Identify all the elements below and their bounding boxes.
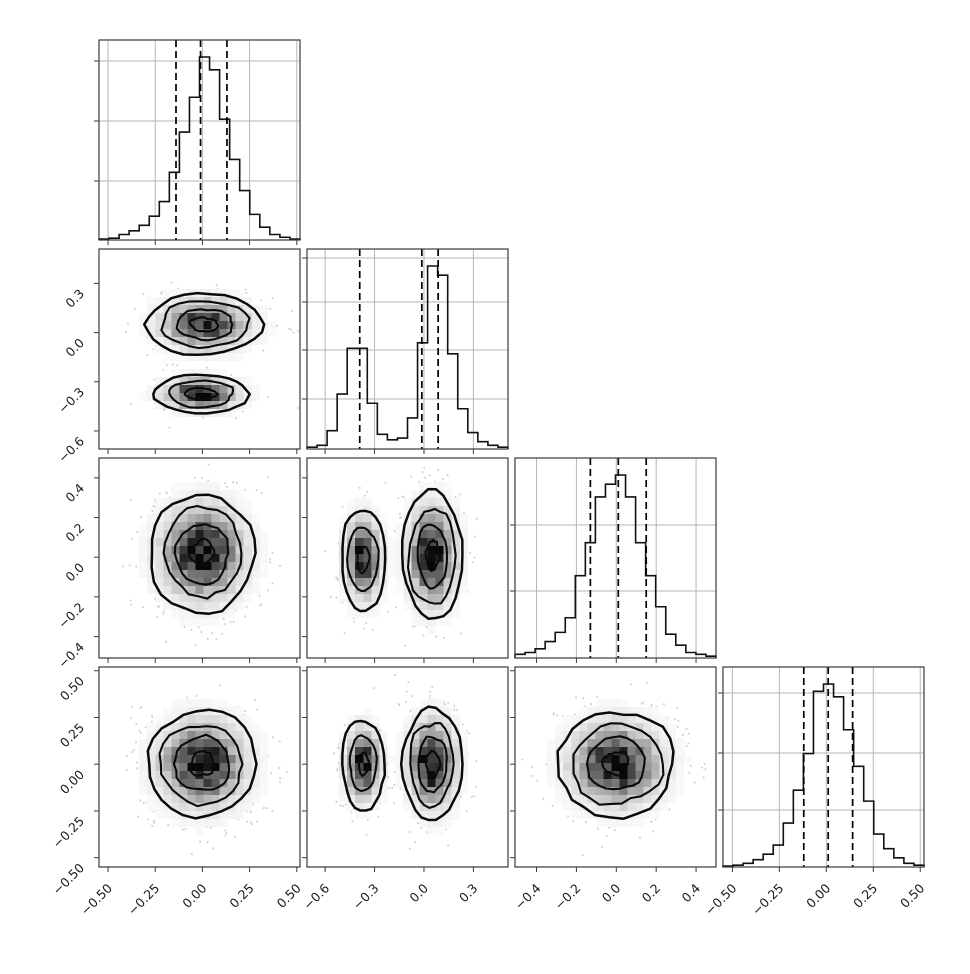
x-tick-label: 0.3 [456,881,481,906]
x-tick-label: −0.3 [350,881,382,913]
y-tick-label: −0.6 [55,433,87,465]
y-tick-label: 0.0 [62,335,87,360]
panel-2d-3-2: −0.4 −0.2 0.0 0.2 0.4 [510,666,717,913]
x-tick-label: −0.4 [512,880,544,912]
panel-border [514,666,717,868]
panel-hist-2 [510,457,717,663]
x-tick-label: 0.50 [897,880,927,910]
y-tick-label: 0.4 [62,480,87,505]
contour-lines [146,708,258,820]
panel-border [98,666,301,868]
panel-hist-3: −0.50 −0.25 0.00 0.25 0.50 [702,666,927,919]
x-tick-label: −0.25 [749,881,787,919]
histogram-steps [722,683,925,867]
y-tick-label: 0.0 [62,560,87,585]
y-tick-label: −0.25 [49,813,87,851]
x-tick-label: 0.00 [179,880,209,910]
contour-lines [341,487,464,620]
x-tick-label: 0.4 [679,880,704,905]
x-tick-label: 0.50 [274,880,304,910]
y-tick-label: −0.3 [55,384,87,416]
x-tick-label: 0.0 [406,880,431,905]
y-tick-label: −0.4 [55,639,87,671]
panel-border [98,39,301,241]
y-tick-label: 0.50 [57,673,87,703]
histogram-steps [306,265,509,449]
contour-lines [556,711,675,820]
y-tick-label: 0.25 [57,720,87,750]
x-tick-label: −0.6 [300,880,332,912]
panel-2d-2-0: −0.4 −0.2 0.0 0.2 0.4 [55,457,301,671]
panel-border [306,457,509,659]
histogram-steps [514,474,717,658]
x-tick-label: −0.25 [125,881,163,919]
x-tick-label: −0.50 [77,880,115,918]
x-tick-label: 0.00 [803,880,833,910]
panel-border [514,457,717,659]
panel-border [306,248,509,450]
panel-hist-0 [94,39,301,245]
y-tick-label: 0.00 [57,767,87,797]
x-tick-label: 0.0 [599,880,624,905]
x-tick-label: 0.2 [639,881,664,906]
panel-border [722,666,925,868]
contour-lines [150,493,257,615]
contour-lines [142,291,266,415]
y-tick-label: 0.2 [62,520,87,545]
panel-2d-3-1: −0.6 −0.3 0.0 0.3 [300,666,509,913]
y-tick-label: −0.50 [49,860,87,898]
x-tick-label: −0.50 [702,880,740,918]
panel-2d-3-0: −0.50 −0.25 0.00 0.25 0.50 −0.50 −0.25 0.00 0.25… [49,666,304,919]
panel-border [98,457,301,659]
x-tick-label: −0.2 [551,881,583,913]
panel-2d-2-1 [302,457,509,663]
x-tick-label: 0.25 [226,881,256,911]
panel-hist-1 [302,248,509,454]
x-tick-label: 0.25 [850,881,880,911]
y-tick-label: 0.3 [62,286,87,311]
histogram-steps [98,56,301,240]
y-tick-label: −0.2 [55,599,87,631]
panel-border [306,666,509,868]
panel-border [98,248,301,450]
panel-2d-1-0: −0.6 −0.3 0.0 0.3 [55,248,301,466]
contour-lines [341,705,464,822]
